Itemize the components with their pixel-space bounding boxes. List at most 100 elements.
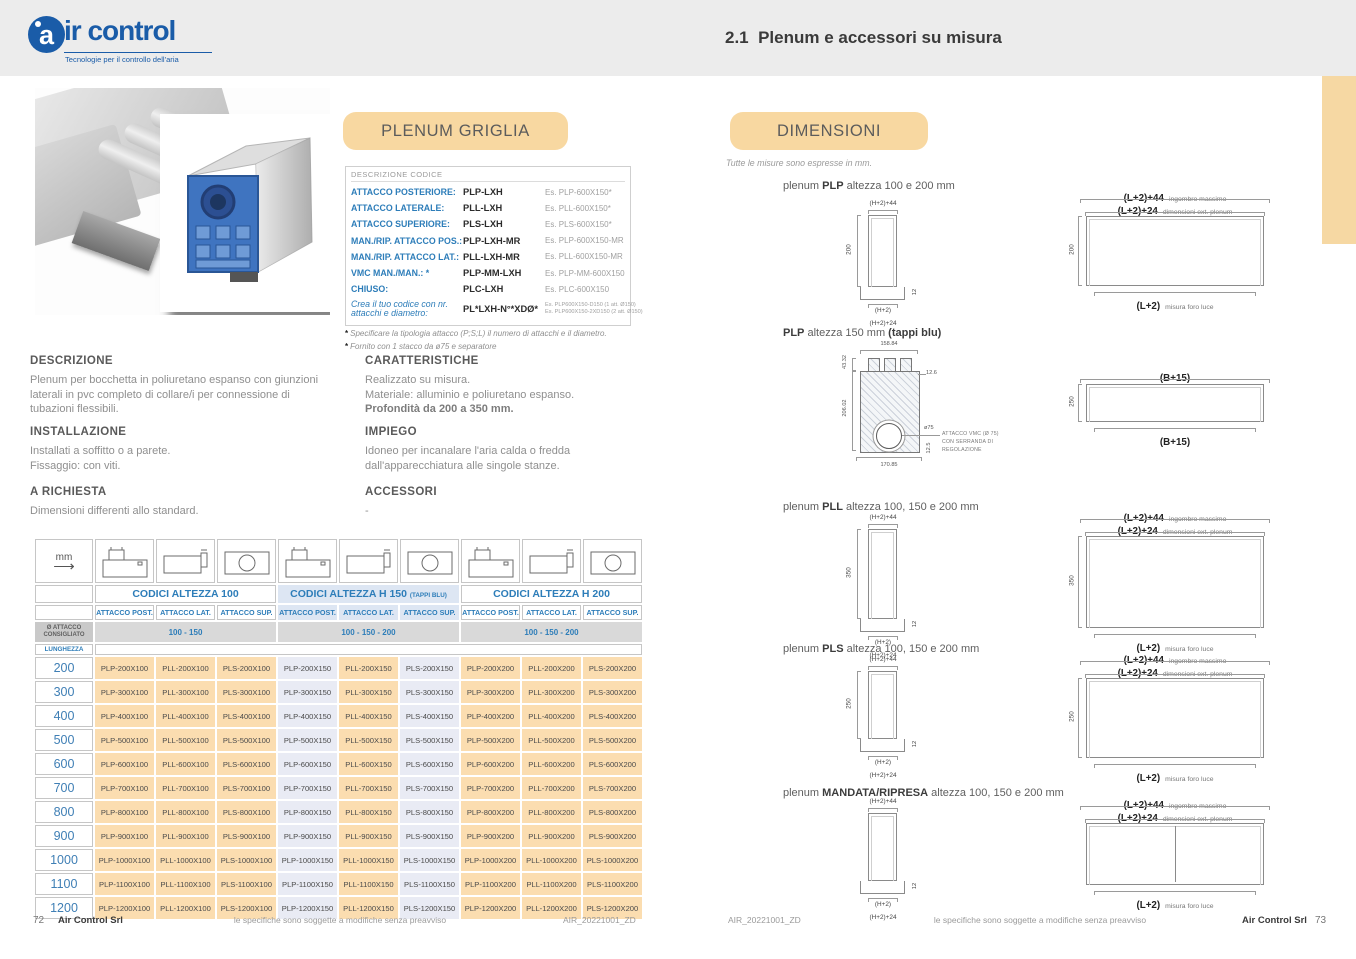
dim-line (1085, 674, 1265, 678)
page-number-left: 72 (33, 915, 45, 926)
footnote-2: * Fornito con 1 stacco da ø75 e separator… (345, 342, 497, 351)
product-code-cell: PLL-500X100 (156, 729, 215, 751)
code-row-code: PLP-LXH-MR (463, 235, 521, 246)
dim-line (1080, 661, 1270, 665)
dim-circle: ø75 (924, 425, 934, 431)
product-code-cell: PLP-400X200 (461, 705, 520, 727)
plenum-flange (860, 287, 905, 300)
code-row-label: VMC MAN./MAN.: * (351, 268, 430, 279)
table-row: 1100 PLP-1100X100 PLL-1100X100 PLS-1100X100… (35, 873, 642, 895)
product-code-cell: PLL-200X200 (522, 657, 581, 679)
dim-label-row: (B+15) (1159, 437, 1191, 448)
dim-edge-bottom: 12.5 (926, 442, 932, 454)
vmc-circle (876, 423, 902, 449)
product-code-cell: PLS-200X200 (583, 657, 642, 679)
doc-code-left: AIR_20221001_ZD (563, 915, 636, 925)
dim-label-row: (L+2) misura foro luce (1136, 773, 1214, 784)
length-value: 400 (35, 705, 93, 727)
product-code-cell: PLP-800X100 (95, 801, 154, 823)
product-code-cell: PLP-600X200 (461, 753, 520, 775)
code-row-code: PLL-LXH (463, 203, 503, 214)
product-code-cell: PLL-600X150 (339, 753, 398, 775)
code-row-label: ATTACCO LATERALE: (351, 203, 445, 214)
length-value: 200 (35, 657, 93, 679)
product-code-cell: PLL-1000X150 (339, 849, 398, 871)
logo-rule (64, 52, 212, 53)
product-code-cell: PLP-300X200 (461, 681, 520, 703)
attacco-posteriore-icon (278, 539, 337, 583)
length-label-row: LUNGHEZZA (35, 644, 642, 655)
dim-line (1085, 212, 1265, 216)
dim-line (856, 457, 922, 461)
dim-line (868, 808, 898, 812)
dim-side: 250 (845, 698, 853, 709)
caratteristiche-body: Realizzato su misura. Materiale: allumin… (365, 374, 575, 416)
dim-outer: (H+2)+24 (869, 914, 897, 921)
product-code-cell: PLL-1200X200 (522, 897, 581, 919)
group-title: CODICI ALTEZZA H 150 (TAPPI BLU) (278, 585, 459, 603)
code-row-example: Es. PLL-600X150* (545, 203, 611, 213)
page-number-right: 73 (1315, 915, 1327, 926)
column-header: ATTACCO LAT. (156, 605, 215, 620)
column-header-row: ATTACCO POST. ATTACCO LAT. ATTACCO SUP. ATT… (35, 605, 642, 620)
product-code-cell: PLS-500X100 (217, 729, 276, 751)
code-table-row: ATTACCO POSTERIORE: PLP-LXH Es. PLP-600X… (351, 184, 625, 200)
dim-side: 350 (845, 567, 853, 578)
icons-row: mm ⟶ (35, 539, 642, 583)
dim-label-row: (L+2) misura foro luce (1136, 643, 1214, 654)
section-label: plenum PLP altezza 100 e 200 mm (783, 180, 955, 192)
dim-line (1078, 216, 1082, 286)
dim-inner: (H+2) (874, 639, 892, 646)
a-richiesta-body: Dimensioni differenti allo standard. (30, 505, 199, 517)
product-photo (35, 88, 330, 315)
product-code-cell: PLL-1100X100 (156, 873, 215, 895)
code-row-example: Es. PLP-600X150* (545, 187, 612, 197)
length-value: 800 (35, 801, 93, 823)
product-code-cell: PLS-1000X200 (583, 849, 642, 871)
unit-label: mm (55, 551, 73, 563)
attacco-superiore-icon (400, 539, 459, 583)
product-code-cell: PLP-1000X150 (278, 849, 337, 871)
table-row: 1200 PLP-1200X100 PLL-1200X100 PLS-1200X100… (35, 897, 642, 919)
dim-line (1080, 806, 1270, 810)
product-code-cell: PLP-300X150 (278, 681, 337, 703)
accessori-title: ACCESSORI (365, 486, 437, 498)
plenum-box-illustration (187, 137, 313, 282)
product-code-cell: PLL-300X150 (339, 681, 398, 703)
product-code-cell: PLS-200X150 (400, 657, 459, 679)
unit-cell: mm ⟶ (35, 539, 93, 583)
product-code-cell: PLP-800X150 (278, 801, 337, 823)
dim-label-row: (B+15) (1159, 373, 1191, 384)
code-row-example: Es. PLL-600X150-MR (545, 252, 623, 262)
attacco-laterale-icon (339, 539, 398, 583)
column-header: ATTACCO SUP. (583, 605, 642, 620)
leader-line (918, 374, 926, 375)
footer-note-right: le specifiche sono soggette a modifiche … (933, 915, 1147, 925)
code-row-code: PL*LXH-N°*XDØ* (463, 304, 539, 315)
product-code-cell: PLL-600X100 (156, 753, 215, 775)
section-label: plenum PLS altezza 100, 150 e 200 mm (783, 643, 980, 655)
table-row: 600 PLP-600X100 PLL-600X100 PLS-600X100 PLP-… (35, 753, 642, 775)
attacco-posteriore-icon (95, 539, 154, 583)
doc-code-right: AIR_20221001_ZD (728, 915, 801, 925)
code-row-label: Crea il tuo codice con nr. attacchi e di… (351, 298, 448, 319)
logo-wordmark: ir control (64, 15, 176, 46)
company-right: Air Control Srl (1242, 915, 1307, 926)
plp150-cross-section: 158.84 43.32 206.02 12.6 ø75 ATTACCO VMC (Ø 7… (790, 341, 1050, 476)
top-band (0, 0, 1356, 76)
diameter-values: 100 - 150 - 200 (461, 622, 642, 642)
code-description-table: DESCRIZIONE CODICE ATTACCO POSTERIORE: P… (345, 166, 643, 327)
dim-side: 350 (1068, 575, 1076, 586)
column-header: ATTACCO POST. (278, 605, 337, 620)
dim-inner: (H+2) (874, 759, 892, 766)
dim-outer: (H+2)+24 (869, 652, 897, 659)
vmc-annotation: ATTACCO VMC (Ø 75) CON SERRANDA DI REGOL… (942, 431, 999, 453)
product-code-cell: PLP-1200X150 (278, 897, 337, 919)
dim-line (1085, 532, 1265, 536)
column-header: ATTACCO POST. (95, 605, 154, 620)
product-code-cell: PLL-800X100 (156, 801, 215, 823)
product-code-cell: PLS-400X100 (217, 705, 276, 727)
product-code-cell: PLS-200X100 (217, 657, 276, 679)
product-code-cell: PLL-500X150 (339, 729, 398, 751)
